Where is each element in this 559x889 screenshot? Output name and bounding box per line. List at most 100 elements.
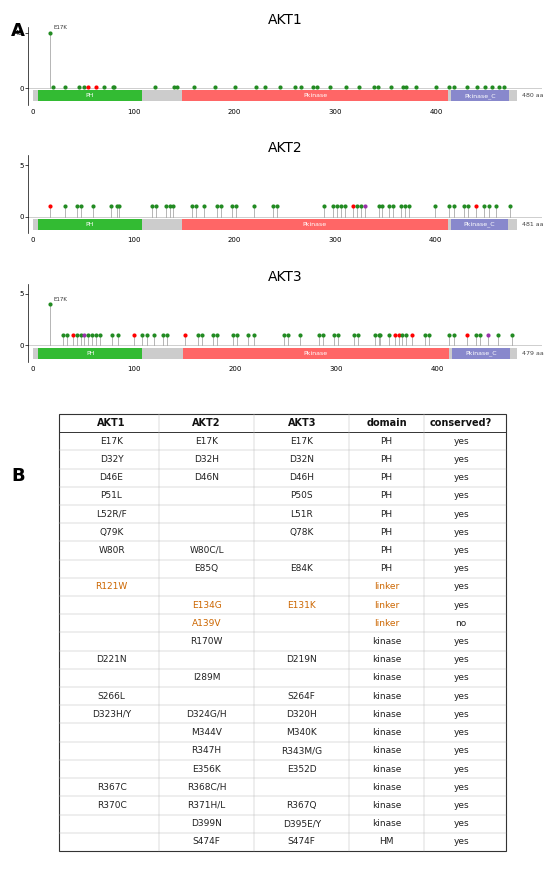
Text: D46E: D46E <box>100 473 124 482</box>
Text: R121W: R121W <box>96 582 127 591</box>
Text: PH: PH <box>381 492 393 501</box>
Bar <box>452 91 509 101</box>
Text: R170W: R170W <box>191 637 223 646</box>
Text: linker: linker <box>374 619 399 628</box>
Text: D323H/Y: D323H/Y <box>92 710 131 719</box>
Text: E17K: E17K <box>53 297 67 301</box>
Text: Pkinase: Pkinase <box>303 222 327 227</box>
Text: conserved?: conserved? <box>430 418 492 428</box>
Text: S474F: S474F <box>288 837 316 846</box>
Text: yes: yes <box>453 692 469 701</box>
Text: PH: PH <box>381 473 393 482</box>
Text: R367Q: R367Q <box>287 801 317 810</box>
Text: yes: yes <box>453 473 469 482</box>
Text: R371H/L: R371H/L <box>187 801 226 810</box>
Text: D219N: D219N <box>286 655 317 664</box>
Text: B: B <box>11 467 25 485</box>
Text: kinase: kinase <box>372 819 401 829</box>
Text: yes: yes <box>453 765 469 773</box>
Text: yes: yes <box>453 637 469 646</box>
Text: E17K: E17K <box>100 436 123 445</box>
Text: kinase: kinase <box>372 692 401 701</box>
Text: E17K: E17K <box>195 436 218 445</box>
Text: yes: yes <box>453 582 469 591</box>
Text: R368C/H: R368C/H <box>187 782 226 792</box>
Text: A139V: A139V <box>192 619 221 628</box>
Text: L51R: L51R <box>291 509 313 518</box>
Text: Pkinase: Pkinase <box>304 93 328 99</box>
Text: M340K: M340K <box>286 728 317 737</box>
Text: kinase: kinase <box>372 674 401 683</box>
Text: Pkinase: Pkinase <box>304 350 328 356</box>
Text: W80C/L: W80C/L <box>190 546 224 555</box>
Text: kinase: kinase <box>372 782 401 792</box>
Text: AKT3: AKT3 <box>287 418 316 428</box>
Text: PH: PH <box>86 93 94 99</box>
Text: D221N: D221N <box>96 655 127 664</box>
Text: E84K: E84K <box>290 565 313 573</box>
Text: no: no <box>456 619 467 628</box>
Text: R370C: R370C <box>97 801 126 810</box>
Text: yes: yes <box>453 546 469 555</box>
Text: PH: PH <box>381 436 393 445</box>
Text: yes: yes <box>453 565 469 573</box>
Bar <box>33 91 517 101</box>
Text: 481 aa: 481 aa <box>522 222 543 227</box>
Bar <box>182 91 448 101</box>
Bar <box>38 348 142 358</box>
Text: D399N: D399N <box>191 819 222 829</box>
Bar <box>38 91 142 101</box>
Text: D320H: D320H <box>286 710 317 719</box>
Text: S266L: S266L <box>98 692 125 701</box>
Bar <box>38 219 141 230</box>
Text: HM: HM <box>380 837 394 846</box>
Bar <box>33 219 517 230</box>
Text: PH: PH <box>381 546 393 555</box>
Text: D46N: D46N <box>194 473 219 482</box>
Text: yes: yes <box>453 710 469 719</box>
Text: kinase: kinase <box>372 801 401 810</box>
Text: PH: PH <box>86 350 94 356</box>
Title: AKT2: AKT2 <box>268 141 302 156</box>
Text: Q78K: Q78K <box>290 528 314 537</box>
Text: kinase: kinase <box>372 710 401 719</box>
Text: R367C: R367C <box>97 782 126 792</box>
Text: E356K: E356K <box>192 765 221 773</box>
Text: PH: PH <box>381 455 393 464</box>
Text: yes: yes <box>453 801 469 810</box>
Bar <box>33 348 517 358</box>
Text: PH: PH <box>86 222 94 227</box>
Text: R343M/G: R343M/G <box>281 746 323 756</box>
Text: Pkinase_C: Pkinase_C <box>463 221 495 228</box>
Text: R347H: R347H <box>192 746 222 756</box>
Text: PH: PH <box>381 528 393 537</box>
Bar <box>451 219 508 230</box>
Text: yes: yes <box>453 728 469 737</box>
Text: PH: PH <box>381 509 393 518</box>
Text: E131K: E131K <box>287 601 316 610</box>
Text: P51L: P51L <box>101 492 122 501</box>
Text: D395E/Y: D395E/Y <box>283 819 321 829</box>
Text: kinase: kinase <box>372 746 401 756</box>
Title: AKT1: AKT1 <box>268 13 302 27</box>
Text: P50S: P50S <box>291 492 313 501</box>
Text: E134G: E134G <box>192 601 221 610</box>
Text: yes: yes <box>453 455 469 464</box>
Text: yes: yes <box>453 509 469 518</box>
Text: S264F: S264F <box>288 692 316 701</box>
Text: kinase: kinase <box>372 728 401 737</box>
Text: I289M: I289M <box>193 674 220 683</box>
Bar <box>183 348 449 358</box>
Text: Q79K: Q79K <box>100 528 124 537</box>
Title: AKT3: AKT3 <box>268 270 302 284</box>
Text: kinase: kinase <box>372 637 401 646</box>
Text: kinase: kinase <box>372 765 401 773</box>
Text: PH: PH <box>381 565 393 573</box>
Text: AKT1: AKT1 <box>97 418 126 428</box>
Text: Pkinase_C: Pkinase_C <box>465 93 496 99</box>
Text: E85Q: E85Q <box>195 565 219 573</box>
Text: yes: yes <box>453 528 469 537</box>
Text: D32H: D32H <box>194 455 219 464</box>
Text: E352D: E352D <box>287 765 316 773</box>
Text: kinase: kinase <box>372 655 401 664</box>
